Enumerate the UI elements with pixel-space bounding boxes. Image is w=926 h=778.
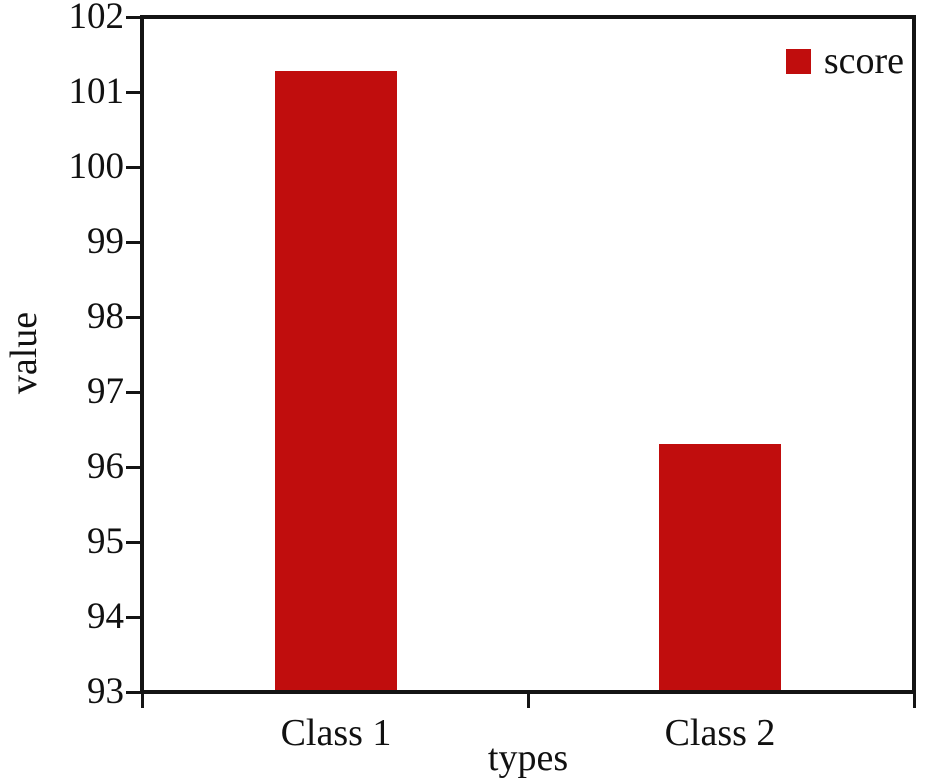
- bar-class-2: [659, 443, 781, 690]
- y-tick-label: 100: [68, 146, 125, 187]
- y-axis-tick: [126, 15, 140, 19]
- y-tick-label: 99: [87, 221, 124, 262]
- y-axis-tick: [126, 390, 140, 394]
- y-tick-label: 101: [68, 71, 125, 112]
- x-category-label: Class 2: [664, 712, 776, 754]
- y-axis-tick: [126, 165, 140, 169]
- plot-area: score: [140, 15, 916, 694]
- x-category-label: Class 1: [280, 712, 392, 754]
- y-axis-tick: [126, 615, 140, 619]
- x-axis-tick: [526, 694, 530, 708]
- y-tick-label: 97: [87, 371, 124, 412]
- x-axis-title: types: [487, 737, 569, 778]
- legend-label-score: score: [823, 40, 904, 82]
- y-tick-label: 95: [87, 521, 124, 562]
- y-tick-label: 96: [87, 446, 124, 487]
- y-axis-tick: [126, 90, 140, 94]
- legend-swatch-score: [785, 48, 811, 74]
- y-axis-tick: [126, 465, 140, 469]
- x-axis-tick: [912, 694, 916, 708]
- bar-class-1: [275, 71, 397, 690]
- y-tick-label: 102: [68, 0, 125, 37]
- y-axis-tick: [126, 690, 140, 694]
- y-tick-label: 93: [87, 671, 124, 712]
- y-tick-label: 94: [87, 596, 124, 637]
- y-tick-label: 98: [87, 296, 124, 337]
- x-axis-tick: [140, 694, 144, 708]
- y-axis-tick: [126, 240, 140, 244]
- legend: score: [785, 40, 904, 82]
- y-axis-tick: [126, 315, 140, 319]
- y-axis-tick: [126, 540, 140, 544]
